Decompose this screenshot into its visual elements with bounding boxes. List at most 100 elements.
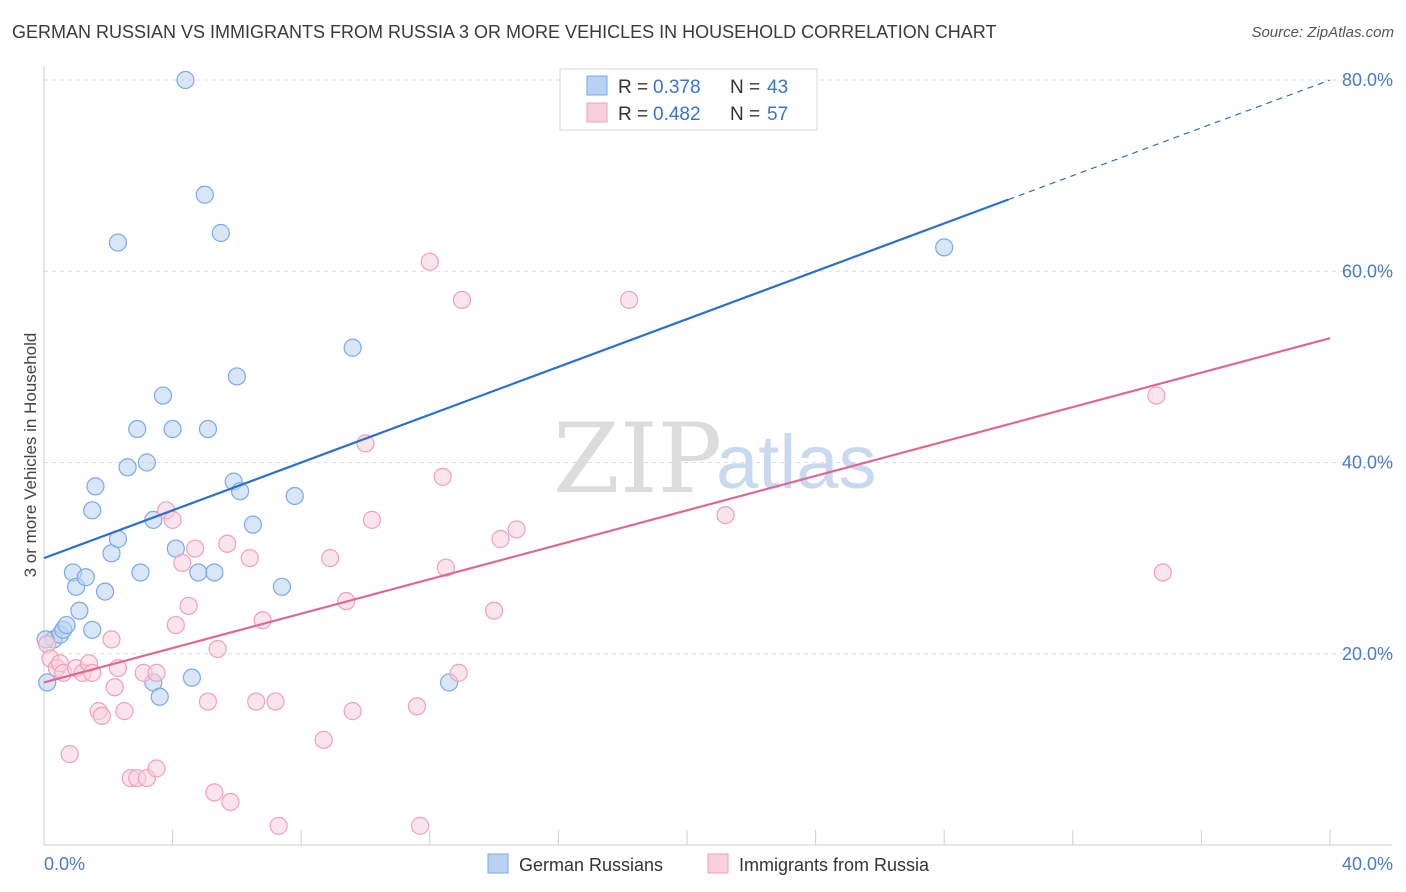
point-immigrants-from-russia bbox=[452, 290, 472, 310]
bottom-legend: German Russians Immigrants from Russia bbox=[487, 853, 930, 875]
point-german-russians bbox=[76, 568, 95, 587]
point-immigrants-from-russia bbox=[179, 596, 198, 616]
y-tick-label: 80.0% bbox=[1342, 70, 1393, 90]
series-german-russians bbox=[36, 70, 954, 706]
series-immigrants-from-russia bbox=[38, 252, 1172, 835]
point-german-russians bbox=[272, 577, 292, 596]
point-immigrants-from-russia bbox=[147, 663, 166, 682]
watermark-atlas: atlas bbox=[716, 420, 877, 505]
point-german-russians bbox=[195, 185, 214, 204]
point-immigrants-from-russia bbox=[314, 730, 333, 749]
x-tick-label: 0.0% bbox=[44, 854, 85, 874]
point-immigrants-from-russia bbox=[269, 816, 288, 835]
chart-title: GERMAN RUSSIAN VS IMMIGRANTS FROM RUSSIA… bbox=[12, 22, 997, 42]
point-german-russians bbox=[153, 386, 173, 405]
point-german-russians bbox=[163, 419, 182, 439]
bottom-legend-label-1: German Russians bbox=[519, 855, 663, 875]
point-german-russians bbox=[935, 238, 954, 257]
legend-r-value-2: 0.482 bbox=[653, 104, 701, 125]
point-immigrants-from-russia bbox=[1153, 563, 1172, 582]
point-immigrants-from-russia bbox=[173, 553, 192, 573]
point-german-russians bbox=[95, 582, 115, 601]
point-immigrants-from-russia bbox=[115, 702, 134, 721]
point-immigrants-from-russia bbox=[491, 529, 510, 549]
point-immigrants-from-russia bbox=[218, 534, 237, 553]
point-immigrants-from-russia bbox=[436, 558, 455, 577]
legend-n-value-1: 43 bbox=[767, 77, 788, 98]
point-immigrants-from-russia bbox=[266, 692, 285, 711]
point-german-russians bbox=[343, 338, 362, 357]
point-german-russians bbox=[227, 367, 246, 386]
point-german-russians bbox=[243, 515, 263, 534]
point-immigrants-from-russia bbox=[321, 549, 340, 568]
point-immigrants-from-russia bbox=[411, 816, 430, 835]
bottom-legend-swatch-pink bbox=[707, 853, 729, 874]
point-german-russians bbox=[83, 620, 102, 639]
legend-swatch-blue bbox=[586, 75, 608, 96]
point-immigrants-from-russia bbox=[485, 601, 504, 620]
y-axis-label: 3 or more Vehicles in Household bbox=[21, 333, 40, 578]
point-immigrants-from-russia bbox=[449, 663, 468, 682]
point-immigrants-from-russia bbox=[102, 630, 121, 649]
point-immigrants-from-russia bbox=[198, 692, 218, 711]
point-immigrants-from-russia bbox=[433, 467, 452, 486]
point-german-russians bbox=[137, 453, 156, 472]
legend-n-label-1: N = bbox=[730, 77, 760, 98]
point-immigrants-from-russia bbox=[507, 520, 526, 539]
point-immigrants-from-russia bbox=[221, 792, 240, 812]
bottom-legend-swatch-blue bbox=[487, 853, 509, 874]
point-german-russians bbox=[176, 70, 195, 90]
point-german-russians bbox=[108, 233, 128, 252]
point-german-russians bbox=[70, 601, 89, 620]
y-tick-label: 20.0% bbox=[1342, 644, 1393, 664]
point-german-russians bbox=[150, 687, 169, 706]
point-immigrants-from-russia bbox=[186, 539, 205, 558]
point-immigrants-from-russia bbox=[716, 505, 735, 525]
bottom-legend-label-2: Immigrants from Russia bbox=[739, 855, 930, 875]
point-immigrants-from-russia bbox=[163, 510, 182, 529]
trend-line-immigrants-from-russia bbox=[43, 337, 1331, 684]
watermark: ZIP atlas bbox=[553, 403, 877, 515]
point-immigrants-from-russia bbox=[240, 549, 259, 568]
point-german-russians bbox=[83, 501, 102, 520]
axes bbox=[43, 66, 1392, 846]
point-immigrants-from-russia bbox=[147, 759, 166, 778]
point-immigrants-from-russia bbox=[208, 639, 227, 659]
point-immigrants-from-russia bbox=[60, 745, 79, 764]
watermark-zip: ZIP bbox=[553, 403, 722, 515]
point-immigrants-from-russia bbox=[420, 252, 439, 271]
trend-line-german-russians bbox=[43, 198, 1009, 560]
x-tick-label: 40.0% bbox=[1342, 854, 1393, 874]
point-german-russians bbox=[182, 668, 201, 687]
point-immigrants-from-russia bbox=[92, 706, 111, 726]
legend-n-value-2: 57 bbox=[767, 104, 788, 125]
tick-labels: 20.0% 40.0% 60.0% 80.0% 0.0% 40.0% bbox=[44, 70, 1393, 874]
point-immigrants-from-russia bbox=[105, 678, 124, 697]
point-immigrants-from-russia bbox=[620, 290, 639, 310]
y-tick-label: 60.0% bbox=[1342, 261, 1393, 281]
point-immigrants-from-russia bbox=[166, 615, 185, 635]
point-immigrants-from-russia bbox=[362, 510, 382, 529]
point-immigrants-from-russia bbox=[205, 783, 224, 802]
trend-line-german-russians-extension bbox=[1008, 79, 1331, 201]
point-german-russians bbox=[128, 419, 147, 439]
point-german-russians bbox=[57, 615, 76, 635]
point-german-russians bbox=[189, 563, 208, 582]
legend-r-value-1: 0.378 bbox=[653, 77, 701, 98]
grid bbox=[44, 79, 1392, 655]
legend-swatch-pink bbox=[586, 102, 608, 123]
legend-r-label-1: R = bbox=[618, 77, 648, 98]
trend-lines bbox=[43, 79, 1331, 684]
point-german-russians bbox=[131, 563, 150, 582]
source-label: Source: ZipAtlas.com bbox=[1251, 24, 1394, 41]
point-german-russians bbox=[211, 223, 230, 243]
legend-r-label-2: R = bbox=[618, 104, 648, 125]
point-german-russians bbox=[198, 419, 218, 439]
y-tick-label: 40.0% bbox=[1342, 453, 1393, 473]
legend: R = 0.378 N = 43 R = 0.482 N = 57 bbox=[559, 68, 818, 131]
point-immigrants-from-russia bbox=[343, 702, 362, 721]
point-immigrants-from-russia bbox=[407, 697, 427, 716]
point-immigrants-from-russia bbox=[247, 692, 266, 711]
point-german-russians bbox=[285, 486, 304, 506]
